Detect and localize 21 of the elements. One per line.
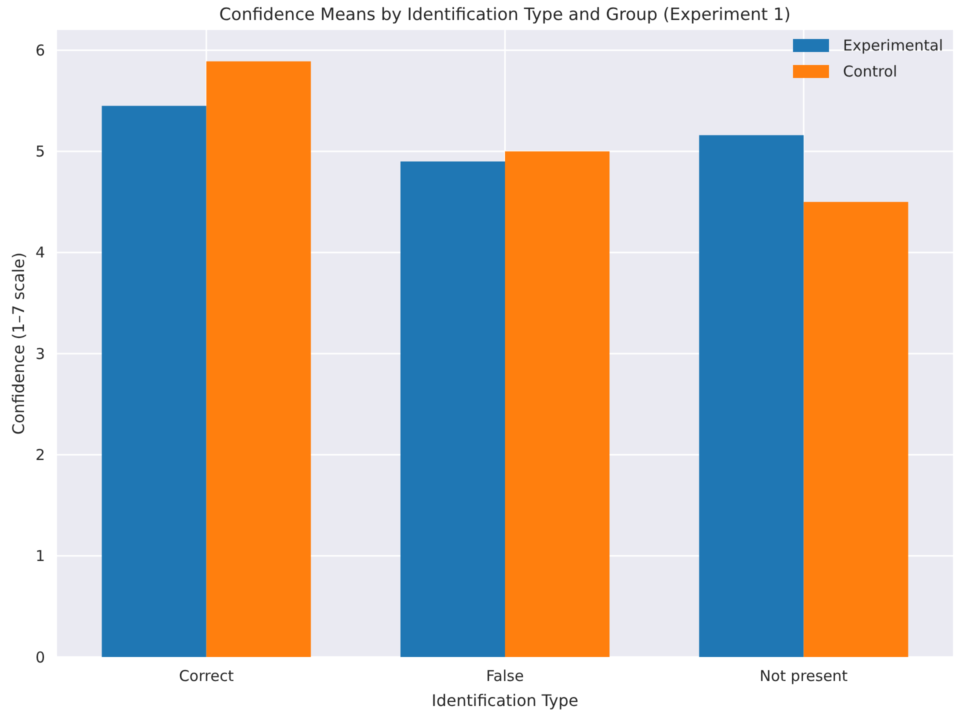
y-tick-label: 1: [35, 547, 45, 566]
y-tick-label: 6: [35, 41, 45, 60]
y-tick-label: 0: [35, 648, 45, 666]
chart-title: Confidence Means by Identification Type and Group (Experiment 1): [219, 5, 791, 25]
y-tick-label: 2: [35, 446, 45, 464]
y-tick-label: 5: [35, 142, 45, 161]
bar: [400, 161, 505, 657]
x-tick-label: Not present: [760, 667, 848, 685]
x-tick-label: Correct: [178, 667, 234, 685]
x-tick-label: False: [486, 667, 524, 685]
y-tick-label: 4: [35, 244, 45, 262]
legend-label: Experimental: [843, 36, 944, 54]
bar: [102, 106, 206, 657]
bar: [699, 135, 804, 657]
legend-label: Control: [843, 62, 898, 80]
y-tick-label: 3: [35, 344, 45, 363]
y-axis-title: Confidence (1–7 scale): [9, 252, 28, 435]
bar: [505, 151, 610, 657]
bar: [804, 202, 908, 657]
x-axis-title: Identification Type: [432, 691, 578, 710]
bar: [206, 61, 311, 657]
